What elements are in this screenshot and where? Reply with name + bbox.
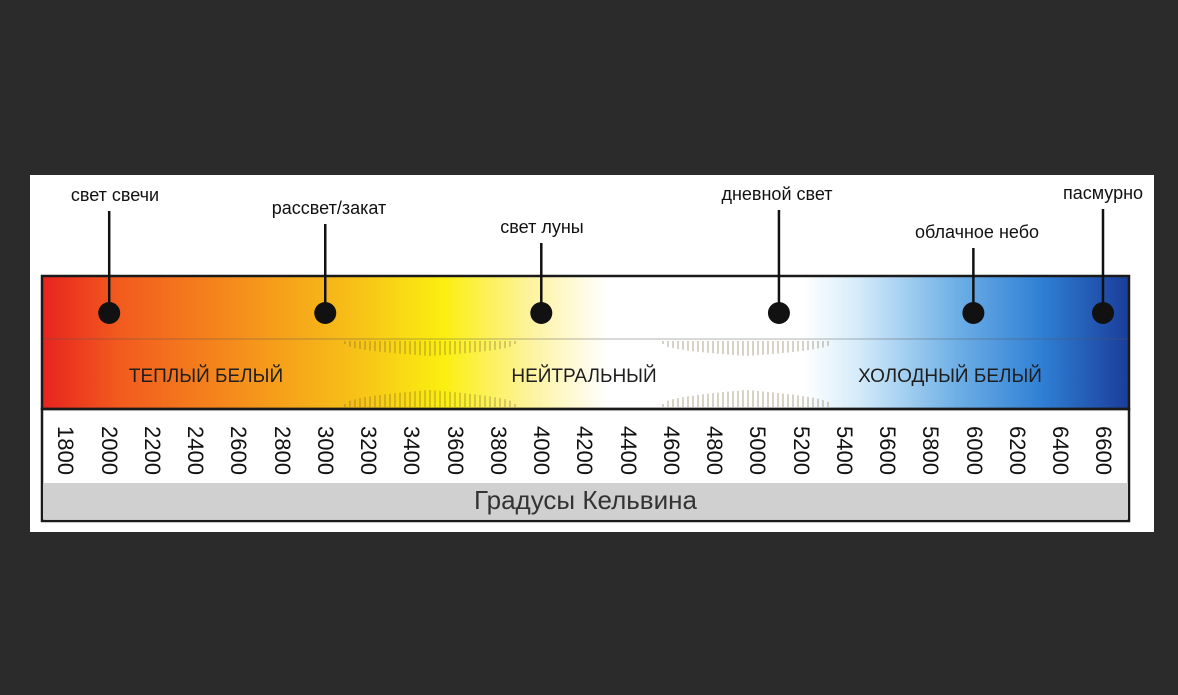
tick-label: 5200 (789, 426, 814, 475)
band-hatching (344, 341, 829, 407)
callout-dot (767, 302, 790, 324)
callout-label-daylight: дневной свет (721, 184, 833, 204)
tick-label: 1800 (53, 426, 78, 475)
temperature-gradient-band (42, 276, 1129, 409)
tick-label: 3000 (313, 426, 338, 475)
tick-label: 4600 (659, 426, 684, 475)
tick-label: 5000 (745, 426, 770, 475)
tick-label: 4000 (529, 426, 554, 475)
band-label-warm: ТЕПЛЫЙ БЕЛЫЙ (128, 366, 284, 387)
callout-label-moon: свет луны (500, 217, 584, 237)
tick-label: 6200 (1005, 426, 1030, 475)
band-label-neutral: НЕЙТРАЛЬНЫЙ (511, 366, 657, 387)
tick-label: 5400 (832, 426, 857, 475)
scale-title: Градусы Кельвина (474, 485, 697, 515)
color-temperature-panel: свет свечи рассвет/закат свет луны дневн… (30, 175, 1154, 532)
tick-label: 4800 (702, 426, 727, 475)
tick-label: 2800 (270, 426, 295, 475)
tick-label: 6000 (962, 426, 987, 475)
callout-dot (1092, 302, 1114, 324)
temperature-diagram (40, 209, 1131, 523)
tick-label: 3600 (443, 426, 468, 475)
band-label-cold: ХОЛОДНЫЙ БЕЛЫЙ (858, 366, 1042, 387)
tick-label: 4400 (616, 426, 641, 475)
callout-label-cloudy-sky: облачное небо (914, 222, 1040, 242)
callout-label-candle: свет свечи (70, 185, 160, 205)
tick-label: 2400 (183, 426, 208, 475)
callout-dot (530, 302, 553, 324)
tick-label: 3400 (399, 426, 424, 475)
tick-label: 2000 (97, 426, 122, 475)
tick-label: 3800 (486, 426, 511, 475)
callout-dot (98, 302, 121, 324)
tick-label: 5800 (918, 426, 943, 475)
callout-markers (98, 209, 1114, 324)
callout-dot (314, 302, 337, 324)
tick-label: 5600 (875, 426, 900, 475)
scale-title-bar: Градусы Кельвина (43, 483, 1128, 519)
tick-label: 4200 (572, 426, 597, 475)
tick-label: 6400 (1048, 426, 1073, 475)
callout-label-sunrise: рассвет/закат (271, 198, 387, 218)
tick-label: 3200 (356, 426, 381, 475)
callout-label-overcast: пасмурно (1062, 183, 1144, 203)
callout-dot (962, 302, 985, 324)
tick-label: 2200 (140, 426, 165, 475)
scale-border (40, 407, 1131, 523)
tick-label: 6600 (1091, 426, 1116, 475)
tick-label: 2600 (226, 426, 251, 475)
